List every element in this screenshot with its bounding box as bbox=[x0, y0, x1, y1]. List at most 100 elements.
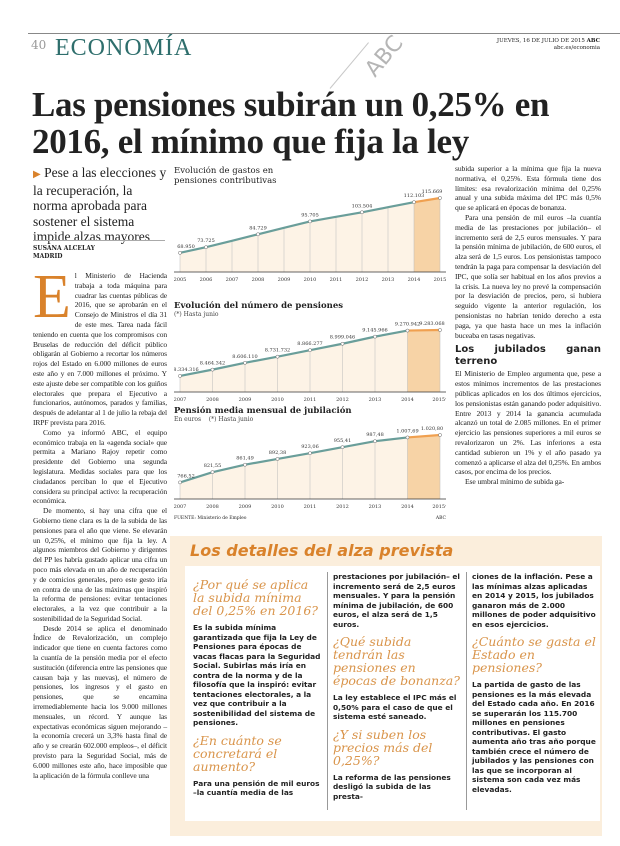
x-tick-label: 2008 bbox=[252, 277, 265, 283]
chart-note-text: (*) Hasta junio bbox=[208, 416, 254, 423]
box-column-2: prestaciones por jubilación– el incremen… bbox=[333, 572, 461, 801]
data-label: 861,49 bbox=[236, 456, 254, 462]
data-label: 1.007,69 bbox=[396, 428, 418, 434]
data-label: 923,06 bbox=[301, 444, 319, 450]
x-tick-label: 2013 bbox=[382, 277, 395, 283]
data-point bbox=[340, 445, 345, 450]
data-point bbox=[178, 374, 182, 378]
data-point bbox=[243, 360, 247, 365]
x-tick-label: 2014 bbox=[401, 397, 414, 403]
series-line bbox=[179, 329, 408, 378]
data-label: 95.705 bbox=[301, 212, 319, 218]
x-tick-label: 2014 bbox=[408, 277, 421, 283]
x-tick-label: 2013 bbox=[369, 504, 382, 510]
triangle-bullet-icon: ▶ bbox=[33, 169, 41, 180]
box-question: ¿Qué subida tendrán las pensiones en épo… bbox=[333, 634, 460, 688]
data-point bbox=[405, 435, 410, 440]
paragraph: Ese umbral mínimo de subida ga- bbox=[465, 477, 565, 487]
x-tick-label: 2010 bbox=[304, 277, 317, 283]
x-tick-label: 2012 bbox=[356, 277, 369, 283]
data-label: 1.020,80 bbox=[421, 426, 443, 432]
data-label: 8.334.316 bbox=[174, 367, 199, 373]
chart-title: Evolución de gastos en pensiones contrib… bbox=[174, 166, 277, 186]
series-line-highlight bbox=[407, 328, 441, 332]
series-line-highlight bbox=[413, 196, 441, 204]
x-tick-label: 2008 bbox=[206, 397, 219, 403]
data-label: 766,52 bbox=[177, 473, 195, 479]
byline-rule bbox=[33, 240, 165, 241]
data-label: 9.270.942 bbox=[395, 322, 420, 328]
highlight-area bbox=[414, 198, 440, 272]
column-divider bbox=[466, 572, 467, 810]
paragraph: Para una pensión de mil euros –la cuantí… bbox=[455, 212, 601, 340]
box-question: ¿Y si suben los precios más del 0,25%? bbox=[333, 726, 433, 768]
data-point bbox=[438, 328, 442, 332]
x-tick-label: 2012 bbox=[336, 504, 349, 510]
credit: ABC bbox=[435, 516, 446, 521]
x-tick-label: 2009 bbox=[278, 277, 291, 283]
box-inner bbox=[185, 566, 600, 821]
data-label: 987,48 bbox=[366, 432, 384, 438]
chart-gastos-svg: 2005 68.950 2006 73.725 2007 2008 84.729 2009 20… bbox=[174, 189, 447, 283]
data-point bbox=[360, 210, 364, 215]
data-label: 8.464.342 bbox=[200, 361, 225, 367]
data-label: 103.504 bbox=[352, 203, 373, 209]
x-tick-label: 2013 bbox=[369, 397, 382, 403]
chart-note: (*) Hasta junio bbox=[174, 311, 219, 318]
x-tick-label: 2010 bbox=[271, 504, 284, 510]
data-label: 115.669 bbox=[422, 189, 443, 195]
section-url: abc.es/economia bbox=[553, 45, 600, 51]
x-tick-label: 2008 bbox=[206, 504, 219, 510]
paragraph-text: l Ministerio de Hacienda trabaja a toda … bbox=[33, 271, 167, 427]
data-label: 821,55 bbox=[204, 463, 222, 469]
header-rule bbox=[28, 33, 620, 34]
dateline: JUEVES, 16 DE JULIO DE 2015 ABC abc.es/ec… bbox=[470, 38, 600, 52]
box-column-3: ciones de la inflación. Pese a las mínim… bbox=[472, 572, 600, 794]
data-point bbox=[210, 367, 215, 372]
data-label: 892,38 bbox=[269, 450, 287, 456]
chart-pension-svg: 2007 766,52 2008 821,55 2009 861,49 2010 892,38… bbox=[174, 426, 448, 510]
x-tick-label: 2011 bbox=[304, 397, 317, 403]
data-point bbox=[308, 348, 312, 353]
paragraph: El Ministerio de Empleo argumenta que, p… bbox=[455, 369, 601, 477]
data-label: 112.103 bbox=[404, 193, 425, 199]
chart-title: Evolución del número de pensiones bbox=[174, 301, 344, 311]
data-point bbox=[275, 354, 280, 359]
box-answer: La partida de gasto de las pensiones es … bbox=[472, 680, 596, 794]
author: SUSANA ALCELAY bbox=[33, 245, 95, 252]
x-tick-label: 2014 bbox=[401, 504, 414, 510]
highlight-area bbox=[407, 330, 440, 392]
data-point bbox=[243, 462, 247, 467]
box-column-1: ¿Por qué se aplica la subida mínima del … bbox=[193, 572, 321, 798]
data-label: 9.145.966 bbox=[362, 328, 387, 334]
x-tick-label: 2007 bbox=[226, 277, 239, 283]
box-answer: Es la subida mínima garantizada que fija… bbox=[193, 623, 321, 727]
chart-numero: Evolución del número de pensiones (*) Ha… bbox=[173, 301, 448, 408]
data-point bbox=[178, 250, 182, 255]
x-tick-label: 2007 bbox=[174, 397, 186, 403]
headline: Las pensiones subirán un 0,25% en 2016, … bbox=[32, 85, 550, 161]
data-label: 73.725 bbox=[197, 238, 215, 244]
data-point bbox=[256, 232, 260, 237]
section-title: ECONOMÍA bbox=[55, 35, 193, 61]
x-tick-label: 2009 bbox=[239, 397, 252, 403]
article-right-column: subida superior a la mínima que fija la … bbox=[455, 164, 601, 487]
data-point bbox=[275, 457, 280, 461]
data-point bbox=[204, 245, 208, 250]
byline: SUSANA ALCELAY MADRID bbox=[33, 245, 95, 261]
place: MADRID bbox=[33, 253, 63, 260]
paragraph: subida superior a la mínima que fija la … bbox=[455, 164, 601, 213]
box-answer: La reforma de las pensiones desligó la s… bbox=[333, 772, 451, 801]
x-tick-label: 2006 bbox=[200, 277, 213, 283]
date: JUEVES, 16 DE JULIO DE 2015 bbox=[496, 38, 585, 44]
box-question: ¿En cuánto se concretará el aumento? bbox=[193, 732, 282, 774]
subhead: ▶ Pese a las elecciones y la recuperació… bbox=[33, 165, 168, 245]
data-label: 68.950 bbox=[177, 244, 195, 250]
data-point bbox=[210, 470, 215, 474]
data-label: 8.866.277 bbox=[297, 341, 322, 347]
data-point bbox=[438, 433, 442, 437]
data-point bbox=[412, 200, 416, 205]
source-text: FUENTE: Ministerio de Empleo bbox=[174, 516, 247, 521]
